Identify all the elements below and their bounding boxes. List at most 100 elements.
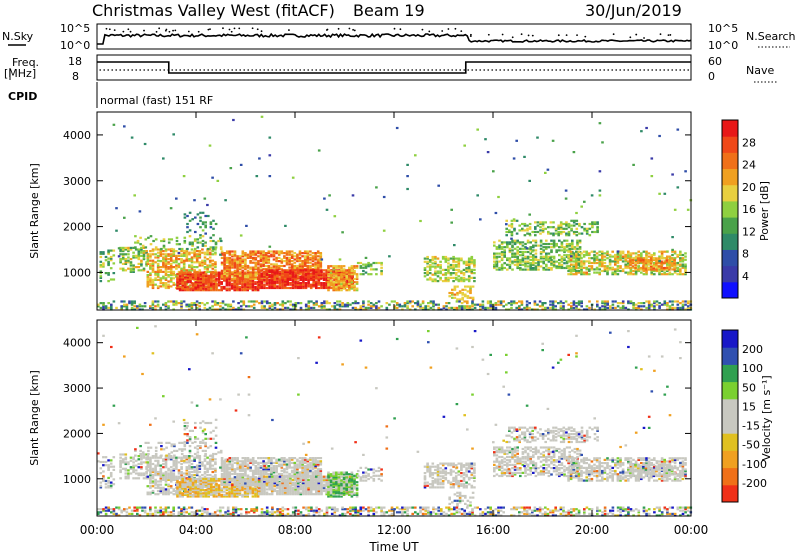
power-cell: [348, 289, 351, 292]
power-cell: [544, 227, 547, 230]
power-cell: [679, 252, 682, 255]
power-cell: [286, 272, 290, 275]
power-cell: [236, 264, 239, 268]
power-cell: [127, 256, 130, 259]
nsky-point: [158, 27, 161, 30]
power-cell: [359, 273, 363, 276]
velocity-cell: [121, 458, 125, 461]
power-cell: [167, 286, 170, 290]
power-cell: [342, 277, 346, 281]
power-cell: [470, 260, 474, 263]
power-cell: [291, 278, 295, 281]
power-cell: [428, 263, 432, 267]
power-cell: [332, 281, 335, 284]
power-cell: [244, 253, 247, 256]
power-cell: [582, 255, 586, 258]
power-cell: [588, 306, 591, 309]
power-cell: [188, 253, 191, 256]
power-cell: [162, 277, 165, 280]
power-cell: [559, 302, 563, 305]
power-cell: [627, 271, 630, 274]
velocity-cell: [214, 470, 217, 474]
power-cell: [124, 261, 128, 264]
power-cell: [309, 278, 313, 281]
power-cell: [119, 250, 122, 253]
freq-unit: [MHz]: [4, 67, 36, 80]
velocity-cell: [184, 490, 187, 493]
power-cell: [671, 300, 674, 303]
power-cell: [286, 282, 290, 285]
power-cell: [247, 305, 251, 308]
power-cell: [283, 278, 287, 281]
power-cell: [164, 266, 168, 269]
power-cell: [195, 266, 199, 269]
nsky-series: [97, 27, 692, 45]
power-cell: [172, 266, 176, 269]
power-cell: [246, 255, 250, 258]
power-cell: [621, 255, 625, 258]
velocity-cell: [156, 486, 160, 489]
velocity-cell: [184, 482, 187, 485]
velocity-cell: [180, 472, 183, 475]
power-cell: [463, 306, 466, 309]
velocity-cell: [211, 455, 215, 458]
power-cell: [549, 226, 553, 229]
velocity-cell: [140, 472, 143, 475]
velocity-cell: [99, 460, 103, 464]
velocity-cell: [169, 480, 173, 483]
velocity-cell: [228, 495, 231, 498]
power-cell: [521, 257, 525, 260]
power-cell: [233, 261, 237, 264]
power-cell: [582, 253, 586, 257]
power-cell: [217, 276, 221, 279]
velocity-cell: [167, 458, 170, 461]
power-cell: [563, 258, 566, 262]
power-cell: [194, 289, 197, 292]
power-cell: [565, 224, 568, 227]
power-cell: [679, 258, 682, 261]
nsky-point: [421, 28, 424, 31]
power-cell: [188, 259, 191, 262]
power-cell: [206, 269, 209, 272]
velocity-cell: [169, 485, 173, 488]
power-cell: [212, 247, 215, 251]
power-cell: [276, 269, 279, 272]
power-cell: [503, 250, 506, 254]
nsky-tick-bottom: 10^0: [60, 39, 90, 52]
power-cell: [614, 260, 617, 263]
power-cell: [203, 266, 207, 269]
velocity-cell: [217, 495, 221, 498]
power-cell: [653, 273, 656, 276]
velocity-cell: [220, 493, 223, 496]
power-cell: [201, 221, 205, 224]
power-cell: [172, 133, 175, 136]
velocity-cell: [211, 464, 215, 467]
power-cell: [304, 305, 308, 308]
velocity-cell: [149, 485, 152, 488]
power-cell: [299, 277, 303, 280]
power-cell: [673, 268, 676, 271]
velocity-cell: [172, 488, 176, 491]
velocity-cell: [124, 458, 128, 461]
power-cell: [304, 274, 308, 277]
power-cell: [204, 241, 207, 244]
power-cell: [577, 300, 581, 303]
power-cell: [508, 229, 511, 232]
velocity-cell: [121, 461, 125, 464]
power-cell: [479, 218, 482, 221]
power-cell: [306, 250, 310, 253]
power-cell: [593, 268, 596, 271]
velocity-cell: [212, 492, 216, 495]
power-cell: [143, 305, 147, 308]
power-cell: [296, 260, 299, 263]
power-cell: [558, 258, 561, 262]
power-cell: [246, 279, 249, 282]
power-cell: [596, 222, 599, 226]
power-cell: [223, 260, 226, 263]
velocity-cell: [156, 461, 160, 464]
power-cell: [288, 261, 291, 264]
power-cell: [676, 263, 679, 266]
power-cell: [314, 264, 317, 268]
power-cell: [447, 306, 451, 309]
velocity-cell: [145, 470, 148, 474]
